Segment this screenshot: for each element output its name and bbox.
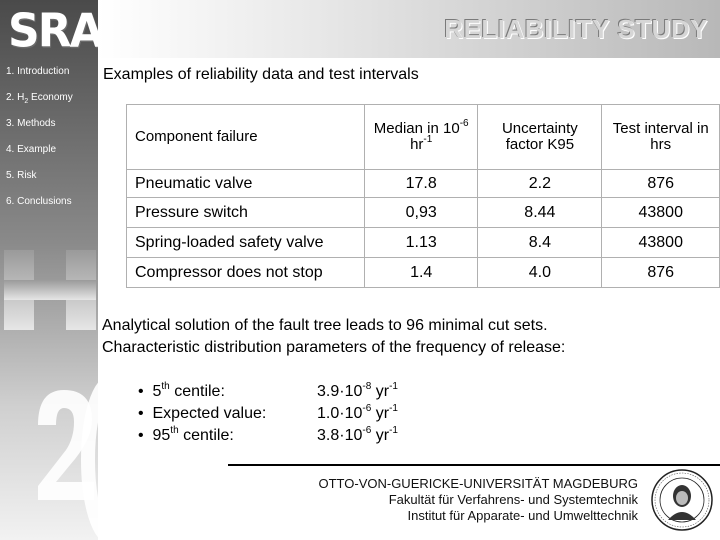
cell-uncertainty: 8.4 [477,227,603,258]
footer-institution: OTTO-VON-GUERICKE-UNIVERSITÄT MAGDEBURG … [319,476,639,524]
table-row: Pneumatic valve 17.8 2.2 876 [125,169,720,198]
cell-component: Compressor does not stop [125,257,366,288]
sidebar-item-methods[interactable]: 3. Methods [6,118,56,129]
cell-interval: 876 [601,257,720,288]
cell-component: Pressure switch [125,197,366,228]
cell-interval: 876 [601,169,720,198]
header-interval: Test interval in hrs [601,104,720,170]
page-title: RELIABILITY STUDY [444,14,708,44]
stat-value-95th: 3.8·10-6 yr-1 [317,425,398,445]
header-bar: RELIABILITY STUDY [98,0,720,58]
sidebar-item-example[interactable]: 4. Example [6,144,57,155]
table-row: Spring-loaded safety valve 1.13 8.4 4380… [125,227,720,258]
cell-interval: 43800 [601,227,720,258]
footer-institute: Institut für Apparate- und Umwelttechnik [407,508,638,523]
cell-component: Pneumatic valve [125,169,366,198]
sidebar-item-introduction[interactable]: 1. Introduction [6,66,70,77]
sidebar: SRA 1. Introduction 2. H2 Economy 3. Met… [0,0,98,540]
footer-divider [228,464,720,466]
cell-median: 0,93 [364,197,479,228]
stat-label-5th: • 5th centile: [138,381,225,401]
sidebar-item-h2-economy[interactable]: 2. H2 Economy [6,92,73,105]
cell-component: Spring-loaded safety valve [125,227,366,258]
university-seal-icon [651,469,713,531]
analysis-line-2: Characteristic distribution parameters o… [102,338,566,356]
footer-faculty: Fakultät für Verfahrens- und Systemtechn… [388,492,638,507]
stat-value-expected: 1.0·10-6 yr-1 [317,403,398,423]
cell-uncertainty: 8.44 [477,197,603,228]
analysis-line-1: Analytical solution of the fault tree le… [102,317,548,334]
cell-median: 1.13 [364,227,479,258]
stat-value-5th: 3.9·10-8 yr-1 [317,381,398,401]
table-row: Pressure switch 0,93 8.44 43800 [125,197,720,228]
cell-median: 17.8 [364,169,479,198]
header-uncertainty: Uncertainty factor K95 [477,104,603,170]
table-row: Compressor does not stop 1.4 4.0 876 [125,257,720,288]
reliability-table: Component failure Median in 10-6 hr-1 Un… [125,104,720,288]
header-median: Median in 10-6 hr-1 [364,104,479,170]
h2-logo-icon [4,250,98,537]
sra-logo: SRA [8,4,98,59]
cell-uncertainty: 4.0 [477,257,603,288]
sidebar-item-conclusions[interactable]: 6. Conclusions [6,196,72,207]
analysis-text: Analytical solution of the fault tree le… [102,315,712,358]
stat-label-95th: • 95th centile: [138,425,234,445]
cell-interval: 43800 [601,197,720,228]
cell-uncertainty: 2.2 [477,169,603,198]
sidebar-item-risk[interactable]: 5. Risk [6,170,37,181]
table-header-row: Component failure Median in 10-6 hr-1 Un… [125,104,720,170]
header-component: Component failure [125,104,366,170]
cell-median: 1.4 [364,257,479,288]
footer-university: OTTO-VON-GUERICKE-UNIVERSITÄT MAGDEBURG [318,476,639,491]
stat-label-expected: • Expected value: [138,405,267,422]
slide-subtitle: Examples of reliability data and test in… [103,66,419,83]
